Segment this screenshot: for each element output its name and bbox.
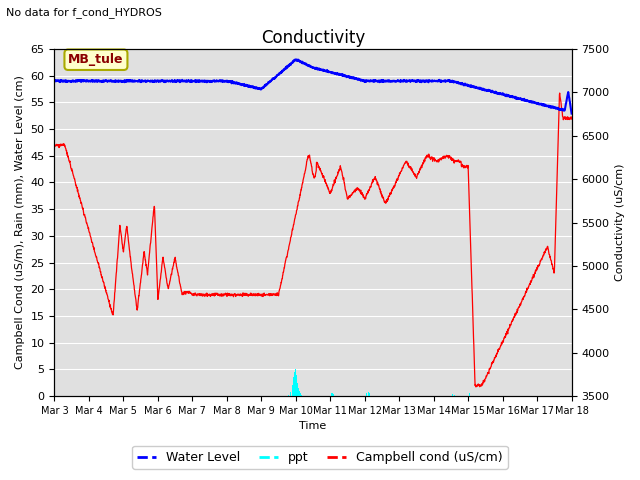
Bar [454,395,455,396]
Bar [300,393,301,396]
Legend: Water Level, ppt, Campbell cond (uS/cm): Water Level, ppt, Campbell cond (uS/cm) [132,446,508,469]
Bar [299,391,300,396]
X-axis label: Time: Time [300,421,326,432]
Bar [366,393,367,396]
Bar [369,394,371,396]
Y-axis label: Campbell Cond (uS/m), Rain (mm), Water Level (cm): Campbell Cond (uS/m), Rain (mm), Water L… [15,76,25,370]
Title: Conductivity: Conductivity [261,29,365,48]
Bar [332,394,333,396]
Bar [293,377,294,396]
Bar [300,395,301,396]
Bar [288,395,289,396]
Bar [297,383,298,396]
Bar [296,375,297,396]
Text: MB_tule: MB_tule [68,53,124,66]
Bar [333,394,334,396]
Bar [292,388,293,396]
Text: No data for f_cond_HYDROS: No data for f_cond_HYDROS [6,7,163,18]
Y-axis label: Conductivity (uS/cm): Conductivity (uS/cm) [615,164,625,281]
Bar [294,372,295,396]
Bar [292,385,294,396]
Bar [298,388,299,396]
Bar [469,394,470,396]
Bar [295,370,296,396]
Bar [367,392,369,396]
Bar [290,392,291,396]
Bar [452,394,453,396]
